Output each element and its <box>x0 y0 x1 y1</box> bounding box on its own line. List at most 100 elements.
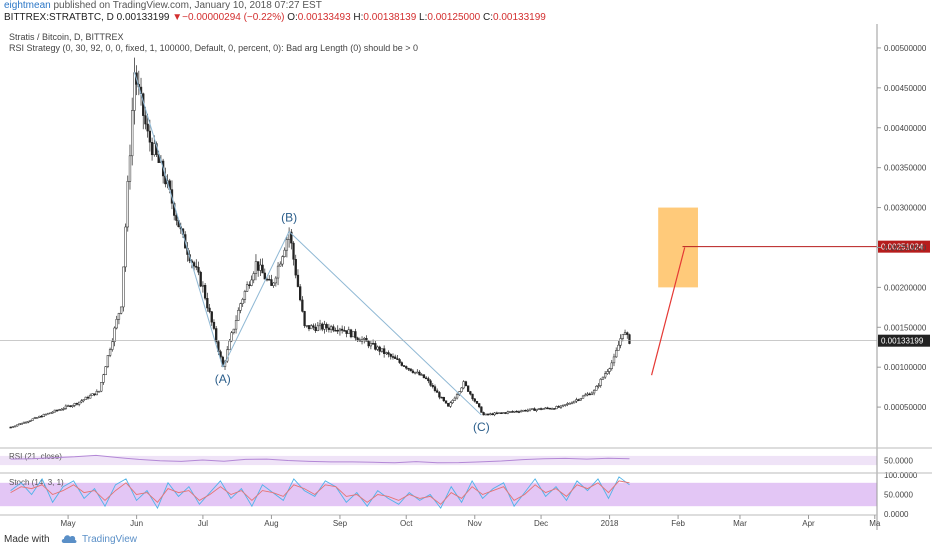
candle-body <box>508 411 512 413</box>
candle-body <box>228 340 231 351</box>
chart-header: eightmean published on TradingView.com, … <box>0 0 932 24</box>
candle-body <box>212 321 216 329</box>
candle-body <box>469 391 472 395</box>
rsi-title: RSI (21, close) <box>9 452 62 461</box>
candle-body <box>208 307 211 312</box>
candle-body <box>36 417 39 419</box>
candle-body <box>599 378 602 386</box>
y-tick-label: 0.00050000 <box>884 403 927 412</box>
cloud-logo-icon <box>61 535 77 543</box>
candle-body <box>579 398 582 401</box>
candle-body <box>340 328 344 331</box>
candle-body <box>595 385 598 391</box>
x-tick-label: May <box>61 519 76 528</box>
candle-body <box>199 271 202 287</box>
candle-body <box>433 386 437 391</box>
candle-body <box>489 413 492 416</box>
candle-body <box>272 282 275 286</box>
candle-body <box>513 410 516 413</box>
wave-label: (C) <box>473 420 490 434</box>
candle-body <box>453 397 457 401</box>
candle-body <box>243 291 247 300</box>
candle-body <box>389 354 392 357</box>
candle-body <box>360 339 364 342</box>
low-label: L: <box>419 12 428 23</box>
candle-body <box>9 426 12 429</box>
candle-body <box>146 123 149 132</box>
candle-body <box>197 267 200 273</box>
candle-body <box>60 409 63 411</box>
candle-body <box>495 412 499 415</box>
candle-body <box>318 323 322 327</box>
candle-body <box>486 413 490 416</box>
candle-body <box>38 415 41 418</box>
candle-body <box>40 415 43 418</box>
candle-body <box>621 333 624 339</box>
candle-body <box>405 366 408 369</box>
candle-body <box>380 348 384 352</box>
candle-body <box>376 346 379 350</box>
candle-body <box>327 327 331 330</box>
candle-body <box>82 399 85 402</box>
candle-body <box>416 371 419 374</box>
candle-body <box>462 381 465 389</box>
brand-name[interactable]: TradingView <box>82 534 138 545</box>
stoch-band <box>0 482 877 507</box>
candle-body <box>431 385 434 387</box>
candle-body <box>424 377 428 380</box>
candle-body <box>354 331 357 339</box>
candle-body <box>535 409 538 411</box>
candle-body <box>515 410 518 413</box>
candle-body <box>80 400 83 403</box>
candle-body <box>274 277 277 284</box>
candle-body <box>124 226 127 268</box>
projection-arrow <box>650 247 686 376</box>
candle-body <box>66 405 70 407</box>
candle-body <box>175 215 178 221</box>
candle-body <box>285 239 289 251</box>
candle-body <box>524 409 527 412</box>
stoch-tick-label: 50.0000 <box>884 491 913 500</box>
candle-body <box>51 411 54 414</box>
candle-body <box>44 413 48 416</box>
candle-body <box>356 337 359 341</box>
candle-body <box>471 393 474 400</box>
candle-body <box>444 400 448 404</box>
candle-body <box>588 393 591 396</box>
stoch-k-line <box>10 476 630 510</box>
candle-body <box>464 381 468 386</box>
stoch-tick-label: 0.0000 <box>884 510 909 519</box>
candle-body <box>511 411 514 413</box>
candle-body <box>411 370 415 373</box>
symbol-label[interactable]: BITTREX:STRATBTC, D <box>4 12 114 23</box>
candle-body <box>97 390 101 393</box>
x-tick-label: Jul <box>198 519 208 528</box>
candle-body <box>502 412 505 414</box>
rsi-band <box>0 455 877 466</box>
candle-body <box>528 408 532 411</box>
candle-body <box>13 425 17 428</box>
author-link[interactable]: eightmean <box>4 0 51 11</box>
candle-body <box>387 352 390 355</box>
candle-body <box>102 374 105 383</box>
candle-body <box>491 413 494 416</box>
candle-body <box>422 374 426 379</box>
x-tick-label: Oct <box>400 519 413 528</box>
target-label: 0.00251024 <box>881 243 924 252</box>
candle-body <box>263 272 266 280</box>
close-label: C: <box>483 12 494 23</box>
candle-body <box>619 338 622 346</box>
candle-body <box>533 408 536 411</box>
candle-body <box>568 402 571 405</box>
candle-body <box>506 411 510 414</box>
axes-layer: 0.00500000 0.00450000 0.00400000 0.00350000… <box>0 24 932 530</box>
candle-body <box>299 286 302 301</box>
chart-canvas[interactable]: (A) (B) (C) 0.00133199 0.00251024 RSI (21, … <box>0 24 932 530</box>
candle-body <box>73 403 76 406</box>
candle-body <box>537 408 541 410</box>
candle-body <box>210 311 213 323</box>
candle-body <box>566 403 569 405</box>
stoch-title: Stoch (14, 3, 1) <box>9 478 64 487</box>
y-tick-label: 0.00450000 <box>884 84 927 93</box>
candle-body <box>610 362 613 369</box>
